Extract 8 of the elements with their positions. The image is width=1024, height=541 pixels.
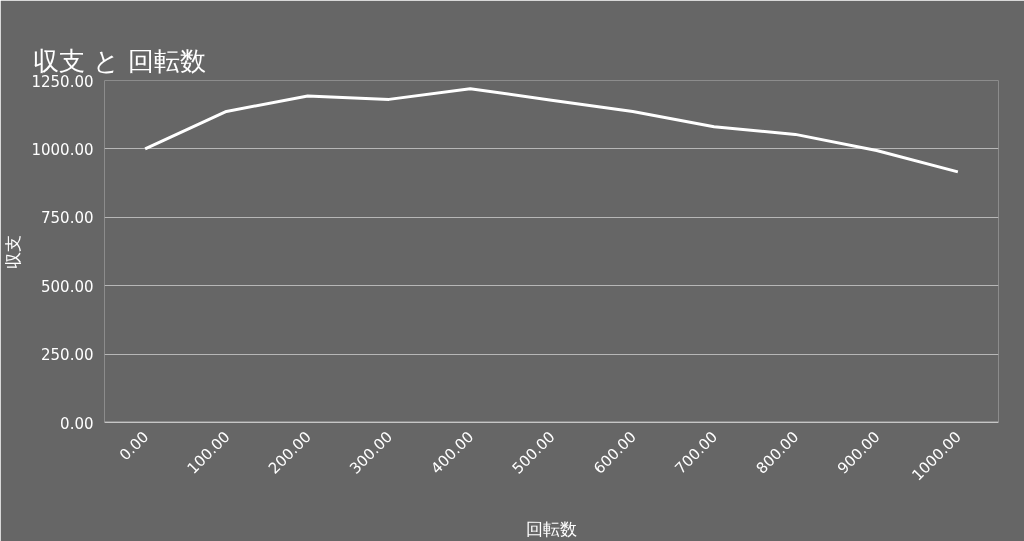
y-tick-label: 750.00 xyxy=(41,209,94,228)
y-tick-label: 1000.00 xyxy=(31,140,94,159)
y-axis-title: 収支 xyxy=(3,234,24,269)
y-tick-label: 250.00 xyxy=(41,346,94,365)
y-tick-label: 500.00 xyxy=(41,277,94,296)
y-tick-label: 0.00 xyxy=(60,414,94,433)
x-axis-title: 回転数 xyxy=(526,518,577,539)
line-series xyxy=(143,87,960,174)
